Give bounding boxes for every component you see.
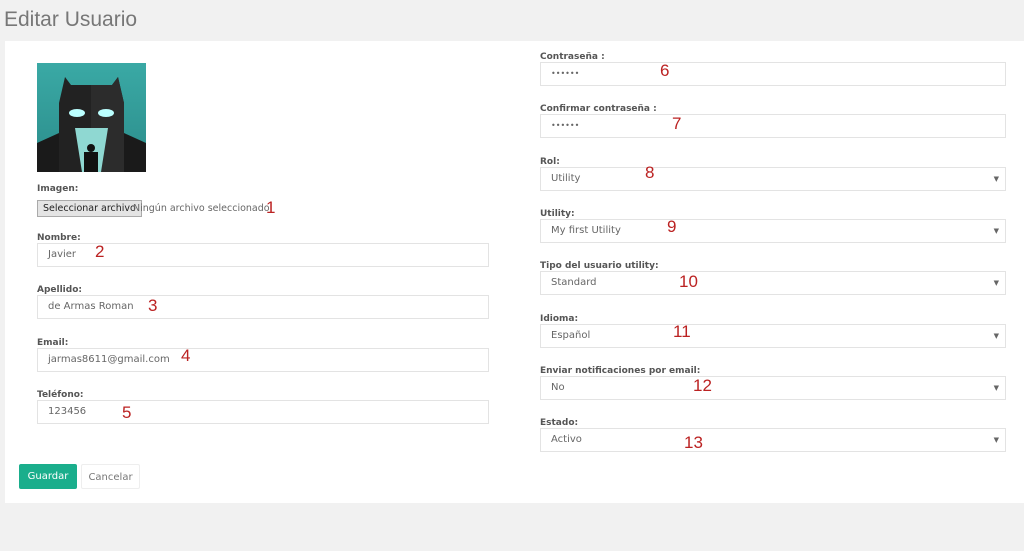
confirm-password-label: Confirmar contraseña : bbox=[540, 104, 657, 115]
rol-value: Utility bbox=[551, 172, 581, 184]
file-status: Ningún archivo seleccionado bbox=[133, 203, 270, 214]
chevron-down-icon: ▼ bbox=[993, 436, 999, 445]
confirm-password-value: •••••• bbox=[551, 121, 580, 131]
utility-label: Utility: bbox=[540, 208, 575, 219]
utility-value: My first Utility bbox=[551, 224, 621, 236]
tipo-usuario-select[interactable]: Standard ▼ bbox=[540, 271, 1006, 296]
annotation-number: 4 bbox=[181, 346, 191, 365]
annotation-number: 12 bbox=[693, 376, 712, 395]
chevron-down-icon: ▼ bbox=[993, 226, 999, 235]
confirm-password-input[interactable]: •••••• bbox=[540, 114, 1006, 139]
annotation-number: 11 bbox=[673, 322, 691, 341]
annotation-number: 13 bbox=[684, 433, 703, 452]
email-label: Email: bbox=[37, 337, 69, 348]
user-avatar bbox=[37, 63, 146, 172]
annotation-number: 8 bbox=[645, 163, 655, 182]
password-value: •••••• bbox=[551, 69, 580, 78]
tipo-usuario-label: Tipo del usuario utility: bbox=[540, 261, 659, 272]
nombre-label: Nombre: bbox=[37, 233, 81, 243]
telefono-input[interactable]: 123456 bbox=[37, 399, 489, 424]
notificaciones-label: Enviar notificaciones por email: bbox=[540, 365, 701, 376]
save-button[interactable]: Guardar bbox=[19, 464, 77, 489]
password-input[interactable]: •••••• bbox=[540, 62, 1006, 86]
chevron-down-icon: ▼ bbox=[993, 279, 999, 288]
telefono-label: Teléfono: bbox=[37, 389, 84, 400]
cancel-button[interactable]: Cancelar bbox=[81, 464, 140, 489]
idioma-label: Idioma: bbox=[540, 313, 579, 324]
annotation-number: 5 bbox=[122, 403, 132, 422]
notificaciones-select[interactable]: No ▼ bbox=[540, 375, 1006, 400]
apellido-input[interactable]: de Armas Roman bbox=[37, 295, 489, 320]
annotation-number: 6 bbox=[660, 61, 670, 80]
chevron-down-icon: ▼ bbox=[993, 174, 999, 183]
nombre-input[interactable]: Javier bbox=[37, 243, 489, 267]
utility-select[interactable]: My first Utility ▼ bbox=[540, 218, 1006, 243]
idioma-value: Español bbox=[551, 329, 591, 341]
chevron-down-icon: ▼ bbox=[993, 331, 999, 340]
apellido-label: Apellido: bbox=[37, 285, 82, 296]
idioma-select[interactable]: Español ▼ bbox=[540, 323, 1006, 348]
chevron-down-icon: ▼ bbox=[993, 383, 999, 392]
estado-label: Estado: bbox=[540, 418, 579, 429]
email-input[interactable]: jarmas8611@gmail.com bbox=[37, 347, 489, 372]
estado-select[interactable]: Activo ▼ bbox=[540, 428, 1006, 453]
tipo-usuario-value: Standard bbox=[551, 277, 597, 289]
notificaciones-value: No bbox=[551, 381, 565, 393]
annotation-number: 7 bbox=[672, 114, 682, 133]
rol-select[interactable]: Utility ▼ bbox=[540, 166, 1006, 191]
annotation-number: 9 bbox=[667, 217, 677, 236]
annotation-number: 1 bbox=[266, 198, 276, 217]
estado-value: Activo bbox=[551, 434, 582, 446]
annotation-number: 10 bbox=[679, 272, 698, 291]
image-label: Imagen: bbox=[37, 184, 79, 194]
select-file-button[interactable]: Seleccionar archivo bbox=[37, 200, 142, 217]
annotation-number: 3 bbox=[148, 296, 158, 315]
password-label: Contraseña : bbox=[540, 52, 605, 62]
rol-label: Rol: bbox=[540, 156, 560, 167]
annotation-number: 2 bbox=[95, 242, 105, 261]
page-title: Editar Usuario bbox=[4, 8, 138, 31]
